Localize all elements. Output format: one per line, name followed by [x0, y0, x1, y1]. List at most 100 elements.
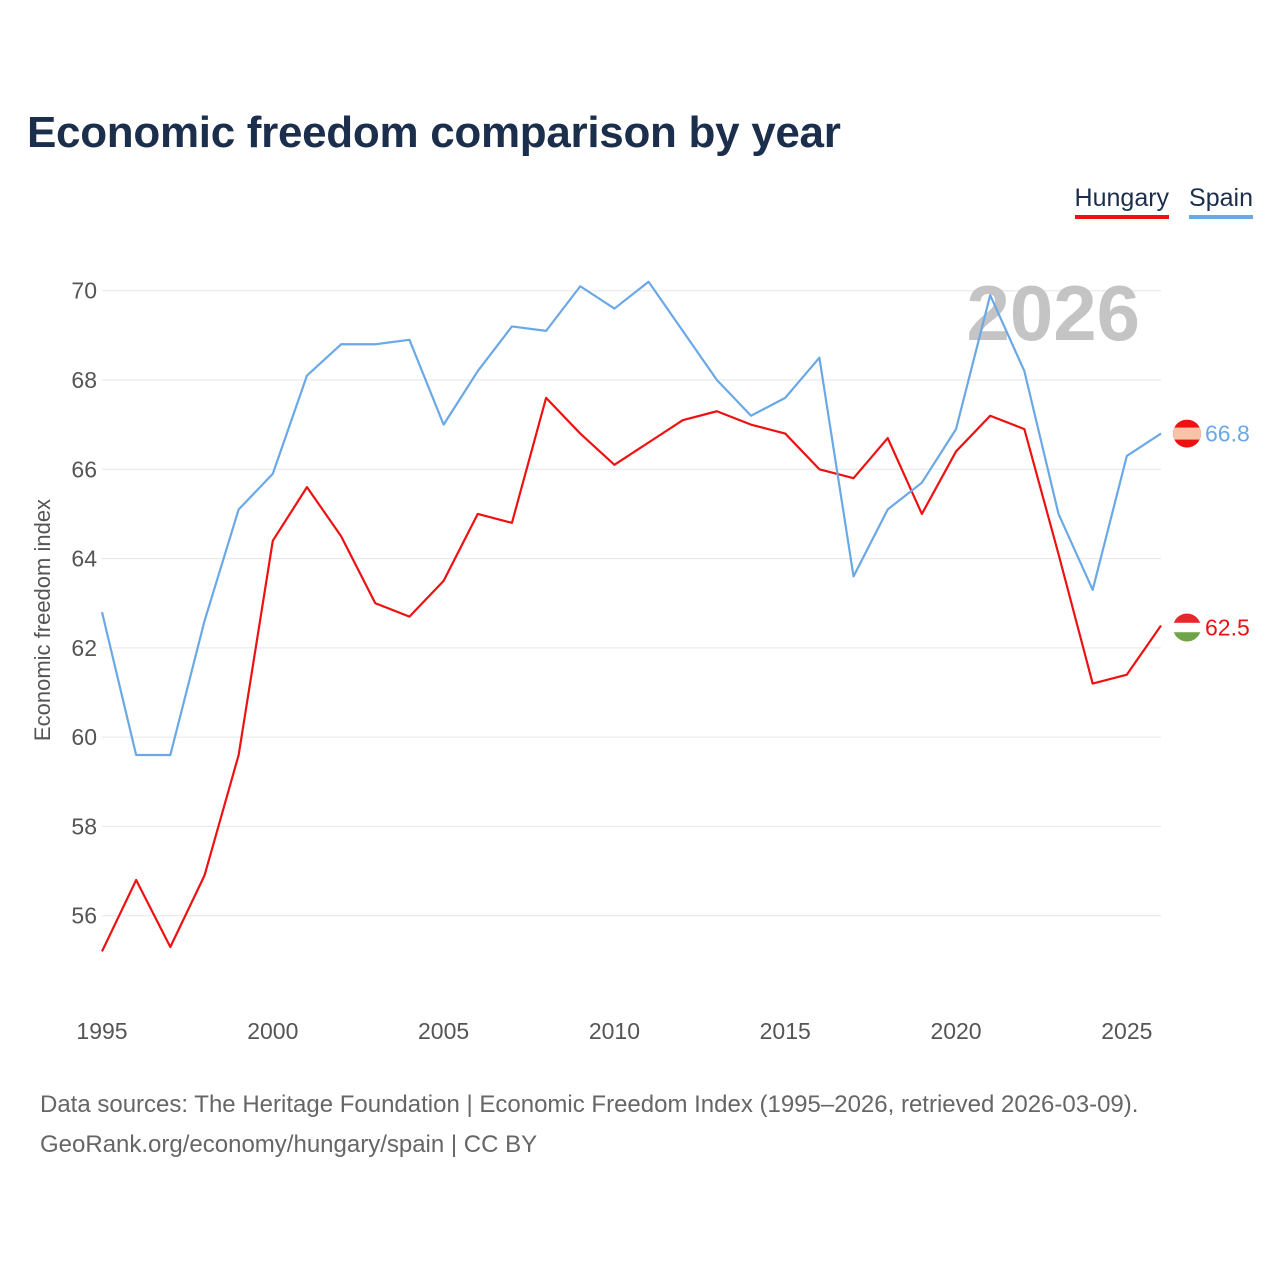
y-axis-label: Economic freedom index — [30, 499, 55, 741]
data-point-spain[interactable] — [201, 618, 207, 624]
source-line-1: Data sources: The Heritage Foundation | … — [40, 1091, 1139, 1118]
source-note: Data sources: The Heritage Foundation | … — [40, 1085, 1138, 1165]
data-point-spain[interactable] — [167, 752, 173, 758]
data-point-spain[interactable] — [987, 292, 993, 298]
line-chart: 2026 Economic freedom index 56 58 60 62 64 66… — [30, 269, 1250, 1044]
data-point-spain[interactable] — [1056, 511, 1062, 517]
data-point-hungary[interactable] — [509, 520, 515, 526]
data-point-spain[interactable] — [714, 377, 720, 383]
data-point-hungary[interactable] — [919, 511, 925, 517]
grid-layer — [102, 290, 1161, 917]
data-point-hungary[interactable] — [167, 944, 173, 950]
data-point-hungary[interactable] — [816, 466, 822, 472]
data-point-spain[interactable] — [270, 471, 276, 477]
data-point-hungary[interactable] — [201, 873, 207, 879]
end-markers: 62.5 66.8 — [1173, 419, 1250, 642]
y-tick-label: 70 — [71, 278, 97, 304]
end-value-label-spain: 66.8 — [1205, 421, 1250, 447]
data-point-spain[interactable] — [236, 506, 242, 512]
data-point-spain[interactable] — [577, 283, 583, 289]
data-point-hungary[interactable] — [1056, 551, 1062, 557]
data-point-hungary[interactable] — [748, 422, 754, 428]
data-point-spain[interactable] — [304, 373, 310, 379]
end-marker-spain — [1173, 419, 1201, 448]
end-marker-hungary — [1173, 613, 1201, 642]
data-point-spain[interactable] — [543, 328, 549, 334]
data-point-spain[interactable] — [680, 328, 686, 334]
legend-item-hungary[interactable]: Hungary — [1074, 184, 1170, 219]
data-point-spain[interactable] — [953, 426, 959, 432]
data-point-spain[interactable] — [372, 341, 378, 347]
x-tick-label: 2015 — [760, 1018, 811, 1044]
data-point-spain[interactable] — [133, 752, 139, 758]
hungary-flag-icon — [1173, 613, 1201, 642]
legend-item-spain[interactable]: Spain — [1189, 184, 1253, 219]
data-point-spain[interactable] — [1090, 587, 1096, 593]
data-point-spain[interactable] — [885, 506, 891, 512]
x-tick-label: 2010 — [589, 1018, 640, 1044]
data-point-hungary[interactable] — [372, 600, 378, 606]
x-tick-labels: 1995 2000 2005 2010 2015 2020 2025 — [76, 1018, 1152, 1044]
year-watermark: 2026 — [966, 269, 1140, 357]
y-tick-label: 58 — [71, 813, 97, 839]
spain-flag-icon — [1173, 419, 1201, 448]
data-point-spain[interactable] — [475, 368, 481, 374]
series-line-hungary[interactable] — [101, 396, 1162, 952]
data-point-spain[interactable] — [1158, 431, 1164, 437]
x-tick-label: 1995 — [76, 1018, 127, 1044]
data-point-spain[interactable] — [338, 341, 344, 347]
data-point-hungary[interactable] — [99, 948, 105, 954]
end-value-label-hungary: 62.5 — [1205, 615, 1250, 641]
data-point-hungary[interactable] — [133, 877, 139, 883]
data-point-hungary[interactable] — [1021, 426, 1027, 432]
y-tick-label: 68 — [71, 367, 97, 393]
data-point-hungary[interactable] — [577, 431, 583, 437]
data-point-spain[interactable] — [509, 323, 515, 329]
data-point-spain[interactable] — [1124, 453, 1130, 459]
data-point-hungary[interactable] — [338, 533, 344, 539]
data-point-hungary[interactable] — [987, 413, 993, 419]
series-layer — [99, 279, 1164, 954]
data-point-hungary[interactable] — [543, 395, 549, 401]
data-point-hungary[interactable] — [270, 538, 276, 544]
y-tick-label: 64 — [71, 546, 97, 572]
data-point-hungary[interactable] — [851, 475, 857, 481]
x-tick-label: 2025 — [1101, 1018, 1152, 1044]
y-tick-label: 60 — [71, 724, 97, 750]
data-point-spain[interactable] — [782, 395, 788, 401]
data-point-spain[interactable] — [851, 573, 857, 579]
x-tick-label: 2000 — [247, 1018, 298, 1044]
data-point-hungary[interactable] — [646, 440, 652, 446]
chart-title: Economic freedom comparison by year — [27, 108, 841, 157]
series-line-spain[interactable] — [100, 280, 1162, 757]
data-point-hungary[interactable] — [475, 511, 481, 517]
data-point-hungary[interactable] — [1158, 623, 1164, 629]
data-point-hungary[interactable] — [406, 614, 412, 620]
data-point-spain[interactable] — [406, 337, 412, 343]
data-point-hungary[interactable] — [782, 431, 788, 437]
y-tick-label: 66 — [71, 456, 97, 482]
data-point-hungary[interactable] — [441, 578, 447, 584]
legend: Hungary Spain — [1074, 184, 1253, 219]
data-point-spain[interactable] — [646, 279, 652, 285]
data-point-spain[interactable] — [611, 306, 617, 312]
x-tick-label: 2005 — [418, 1018, 469, 1044]
x-tick-label: 2020 — [930, 1018, 981, 1044]
data-point-hungary[interactable] — [304, 484, 310, 490]
data-point-spain[interactable] — [99, 609, 105, 615]
data-point-hungary[interactable] — [1090, 681, 1096, 687]
data-point-spain[interactable] — [748, 413, 754, 419]
source-line-2[interactable]: GeoRank.org/economy/hungary/spain | CC B… — [40, 1131, 538, 1158]
data-point-hungary[interactable] — [236, 752, 242, 758]
data-point-hungary[interactable] — [611, 462, 617, 468]
data-point-spain[interactable] — [1021, 368, 1027, 374]
data-point-hungary[interactable] — [953, 448, 959, 454]
data-point-spain[interactable] — [919, 480, 925, 486]
data-point-spain[interactable] — [441, 422, 447, 428]
data-point-hungary[interactable] — [680, 417, 686, 423]
data-point-spain[interactable] — [816, 355, 822, 361]
data-point-hungary[interactable] — [1124, 672, 1130, 678]
data-point-hungary[interactable] — [714, 408, 720, 414]
data-point-hungary[interactable] — [885, 435, 891, 441]
y-tick-label: 62 — [71, 635, 97, 661]
